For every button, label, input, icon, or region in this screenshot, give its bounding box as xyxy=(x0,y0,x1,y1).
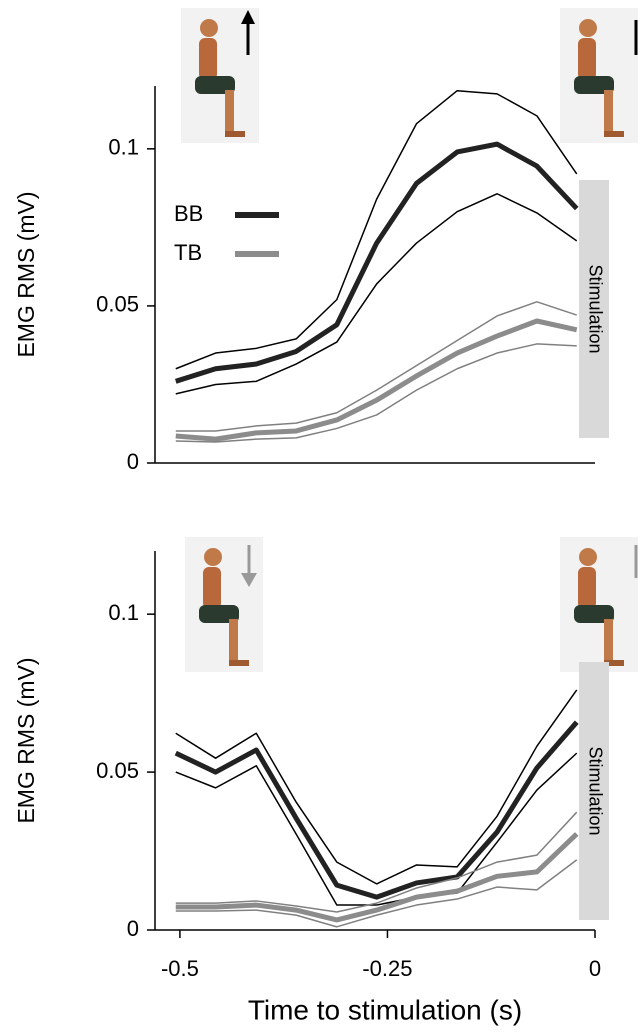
annotation: Stimulation xyxy=(585,264,605,353)
x-axis-label: Time to stimulation (s) xyxy=(248,994,522,1025)
y-tick-label: 0.05 xyxy=(96,758,139,783)
y-tick-label: 0 xyxy=(127,449,139,474)
y-axis-label: EMG RMS (mV) xyxy=(13,657,39,823)
y-tick-label: 0.05 xyxy=(96,292,139,317)
series-line xyxy=(175,752,578,906)
annotation: Stimulation xyxy=(585,746,605,835)
legend-label: BB xyxy=(174,201,203,226)
stimulation-box xyxy=(579,662,609,920)
series-line xyxy=(175,301,577,432)
legend-label: TB xyxy=(174,240,202,265)
y-tick-label: 0.1 xyxy=(108,135,139,160)
y-tick-label: 0 xyxy=(127,916,139,941)
x-tick-label: -0.5 xyxy=(161,956,199,981)
series-line xyxy=(175,832,579,923)
series-line xyxy=(175,689,578,885)
series-line xyxy=(175,89,578,370)
series-line xyxy=(174,720,579,900)
series-line xyxy=(175,811,578,913)
illustrations xyxy=(181,8,638,672)
x-tick-label: -0.25 xyxy=(362,956,412,981)
x-tick-label: 0 xyxy=(589,956,601,981)
y-axis-label: EMG RMS (mV) xyxy=(13,191,39,357)
series-line xyxy=(175,318,578,442)
y-tick-label: 0.1 xyxy=(108,600,139,625)
series-line xyxy=(175,859,578,928)
series-line xyxy=(175,141,579,384)
stimulation-box xyxy=(579,180,609,438)
series-line xyxy=(175,343,577,443)
series-line xyxy=(175,193,578,395)
